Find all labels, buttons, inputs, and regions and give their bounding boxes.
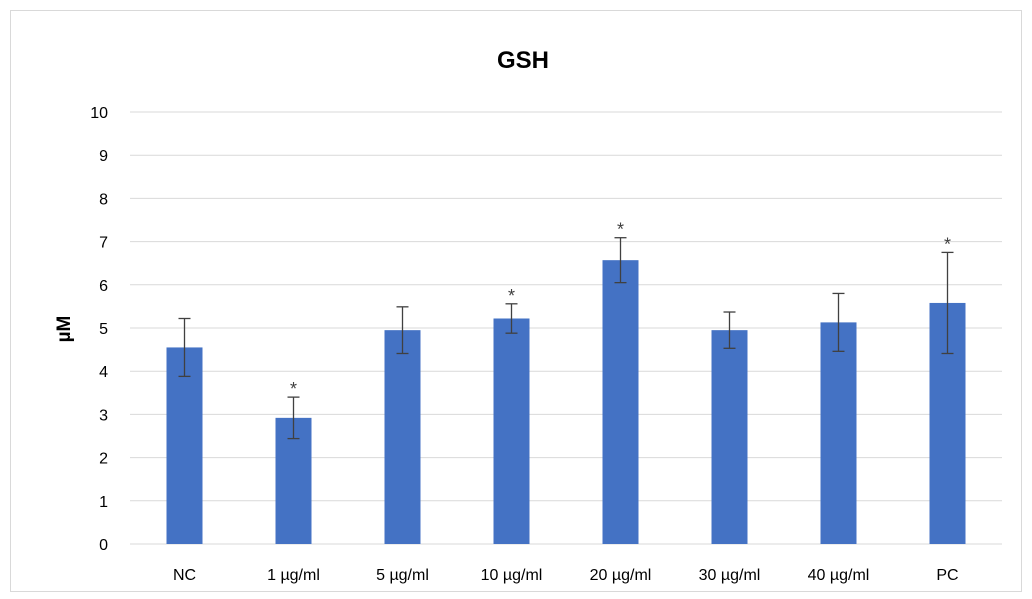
error-bar [832,292,845,352]
y-tick-label: 5 [99,321,108,338]
significance-marker: * [508,286,515,306]
y-tick-label: 2 [99,451,108,468]
x-tick-label: 10 µg/ml [481,567,543,584]
y-tick-label: 9 [99,148,108,165]
y-tick-label: 10 [90,105,108,122]
bar [166,347,203,544]
y-axis-label: µM [54,316,75,343]
error-bar [396,306,409,355]
chart-title: GSH [497,47,549,74]
x-tick-label: 5 µg/ml [376,567,429,584]
error-bar [723,311,736,349]
y-tick-label: 1 [99,494,108,511]
error-bar [505,303,518,334]
gridlines [130,111,1002,545]
x-tick-label: 30 µg/ml [699,567,761,584]
x-tick-label: 1 µg/ml [267,567,320,584]
significance-marker: * [290,379,297,399]
x-axis-ticks: NC 1 µg/ml 5 µg/ml 10 µg/ml 20 µg/ml 30 µg/ml… [173,567,959,584]
bar [711,330,748,544]
bar [493,318,530,544]
bar [820,322,857,544]
bar [602,260,639,544]
bars [166,260,966,544]
x-tick-label: 20 µg/ml [590,567,652,584]
error-bar [614,237,627,284]
y-tick-label: 0 [99,537,108,554]
x-tick-label: NC [173,567,196,584]
x-tick-label: 40 µg/ml [808,567,870,584]
significance-markers: * * * * [290,220,951,399]
bar [384,330,421,544]
y-tick-label: 6 [99,278,108,295]
error-bar [178,317,191,378]
significance-marker: * [617,220,624,240]
y-tick-label: 4 [99,364,108,381]
y-tick-label: 7 [99,235,108,252]
error-bar [287,396,300,440]
error-bars [178,237,954,440]
x-tick-label: PC [936,567,958,584]
significance-marker: * [944,234,951,254]
y-axis-ticks: 0 1 2 3 4 5 6 7 8 9 10 [90,105,108,554]
y-tick-label: 3 [99,407,108,424]
error-bar [941,251,954,355]
y-tick-label: 8 [99,191,108,208]
